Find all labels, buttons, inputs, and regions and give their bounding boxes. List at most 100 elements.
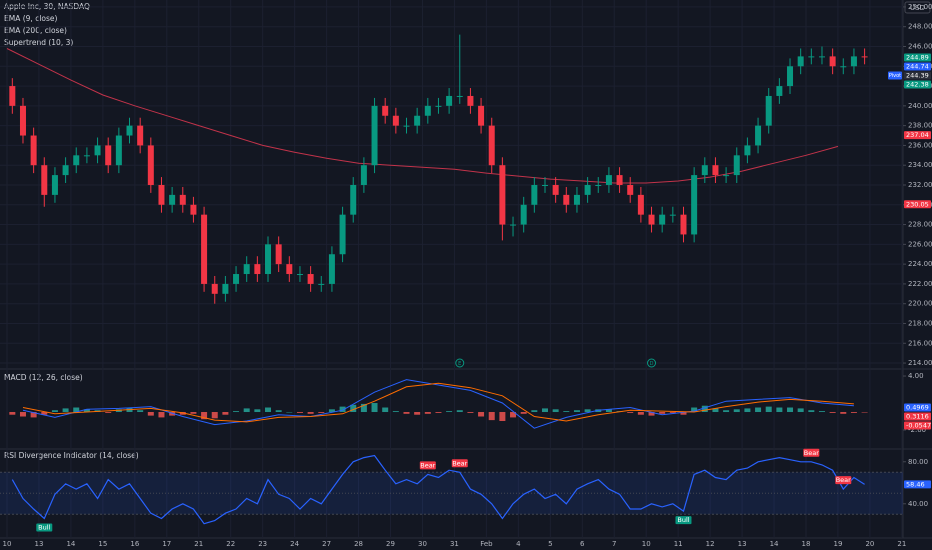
- x-tick-label: 15: [98, 540, 107, 548]
- pivot-marker: Pivot: [889, 73, 901, 79]
- x-tick-label: 23: [258, 540, 267, 548]
- x-tick-label: 28: [354, 540, 363, 548]
- histogram-bar: [446, 411, 453, 413]
- divergence-label-box: [451, 459, 468, 468]
- histogram-bar: [30, 412, 37, 418]
- candle-body: [744, 145, 751, 156]
- histogram-bar: [435, 412, 442, 413]
- candle-body: [808, 56, 815, 58]
- histogram-bar: [627, 412, 634, 413]
- event-marker: [647, 358, 657, 368]
- histogram-bar: [147, 412, 154, 416]
- candle-body: [360, 165, 367, 185]
- histogram-bar: [797, 408, 804, 413]
- price-tag-label: 244.39: [906, 71, 929, 79]
- histogram-bar: [573, 410, 580, 413]
- y-tick-label: 236.00: [908, 141, 932, 149]
- candle-body: [520, 204, 527, 225]
- histogram-bar: [478, 412, 485, 417]
- price-tag: [904, 131, 931, 140]
- candle-body: [701, 165, 708, 176]
- x-tick-label: 7: [612, 540, 616, 548]
- candle-body: [19, 105, 26, 136]
- histogram-bar: [382, 407, 389, 413]
- histogram-bar: [318, 412, 325, 413]
- histogram-bar: [19, 412, 26, 417]
- event-label: E: [458, 361, 461, 367]
- candle-body: [105, 145, 112, 166]
- divergence-label: Bear: [420, 461, 435, 469]
- histogram-bar: [712, 408, 719, 413]
- currency: USD: [910, 4, 925, 12]
- ema-200-line: [6, 48, 839, 184]
- candle-body: [787, 66, 794, 87]
- x-tick-label: 10: [642, 540, 651, 548]
- y-tick-label: 234.00: [908, 161, 932, 169]
- candle-body: [595, 184, 602, 186]
- price-tag-label: 0.3116: [906, 413, 929, 421]
- legend-entry: EMA (9, close): [4, 14, 58, 23]
- currency-box[interactable]: [904, 1, 931, 14]
- price-tag-label: 0.4969: [906, 404, 929, 412]
- histogram-bar: [41, 412, 48, 415]
- candle-body: [531, 184, 538, 205]
- candle-body: [563, 194, 570, 205]
- candle-body: [350, 184, 357, 215]
- histogram-bar: [531, 410, 538, 413]
- histogram-bar: [680, 412, 687, 415]
- event-label: D: [650, 361, 654, 367]
- candle-body: [222, 283, 229, 294]
- x-tick-label: 14: [770, 540, 779, 548]
- x-tick-label: 19: [833, 540, 842, 548]
- x-tick-label: 20: [865, 540, 874, 548]
- y-tick-label: 222.00: [908, 280, 932, 288]
- x-tick-label: 22: [226, 540, 235, 548]
- candle-body: [414, 115, 421, 126]
- histogram-bar: [296, 412, 303, 413]
- price-tag: [904, 421, 931, 430]
- histogram-bar: [211, 412, 218, 419]
- divergence-label: Bear: [452, 459, 467, 467]
- histogram-bar: [840, 412, 847, 414]
- candle-body: [499, 165, 506, 225]
- divergence-label-box: [36, 523, 53, 532]
- x-tick-label: 16: [130, 540, 139, 548]
- candle-body: [73, 155, 80, 166]
- histogram-bar: [755, 407, 762, 413]
- histogram-bar: [467, 412, 474, 413]
- candle-body: [286, 264, 293, 275]
- price-tag: [904, 53, 931, 62]
- y-tick-label: 214.00: [908, 359, 932, 367]
- histogram-bar: [158, 412, 165, 418]
- divergence-label-box: [803, 448, 820, 457]
- candle-body: [829, 56, 836, 67]
- candle-body: [328, 254, 335, 284]
- histogram-bar: [254, 409, 261, 413]
- price-tag-label: 244.89: [906, 53, 929, 61]
- y-tick-label: 246.00: [908, 42, 932, 50]
- candle-body: [339, 214, 346, 255]
- histogram-bar: [765, 406, 772, 413]
- x-tick-label: 17: [162, 540, 171, 548]
- histogram-bar: [286, 412, 293, 413]
- price-tag: [904, 412, 931, 421]
- candle-body: [584, 184, 591, 195]
- candle-body: [392, 115, 399, 126]
- candle-body: [435, 105, 442, 107]
- histogram-bar: [488, 412, 495, 421]
- histogram-bar: [243, 408, 250, 413]
- candle-body: [307, 274, 314, 284]
- pivot-marker-box: [888, 71, 902, 80]
- histogram-bar: [137, 410, 144, 413]
- histogram-bar: [414, 412, 421, 415]
- histogram-bar: [222, 412, 229, 415]
- x-tick-label: 6: [580, 540, 585, 548]
- histogram-bar: [456, 410, 463, 413]
- price-tag: [904, 71, 931, 80]
- candle-body: [137, 125, 144, 146]
- candle-body: [818, 56, 825, 58]
- histogram-bar: [691, 407, 698, 413]
- y-tick-label: 238.00: [908, 122, 932, 130]
- candle-body: [190, 204, 197, 215]
- event-marker: [455, 358, 465, 368]
